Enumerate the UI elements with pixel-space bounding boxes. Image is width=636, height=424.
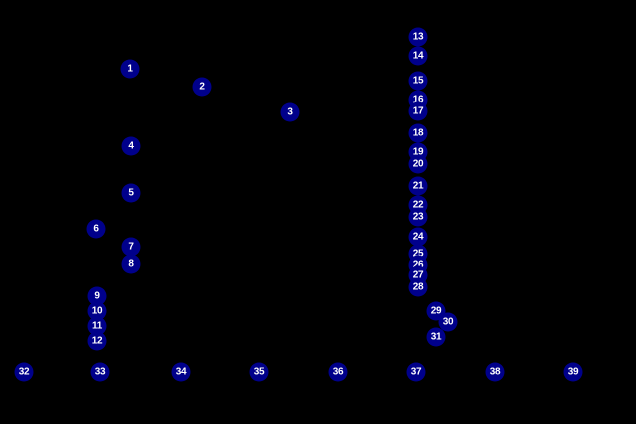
som-mark-37[interactable]: 37 bbox=[406, 362, 426, 382]
som-mark-35[interactable]: 35 bbox=[249, 362, 269, 382]
som-mark-13[interactable]: 13 bbox=[408, 27, 428, 47]
som-mark-32[interactable]: 32 bbox=[14, 362, 34, 382]
som-mark-18[interactable]: 18 bbox=[408, 123, 428, 143]
som-mark-30[interactable]: 30 bbox=[438, 312, 458, 332]
som-mark-31[interactable]: 31 bbox=[426, 327, 446, 347]
som-mark-7[interactable]: 7 bbox=[121, 237, 141, 257]
som-mark-17[interactable]: 17 bbox=[408, 101, 428, 121]
som-mark-4[interactable]: 4 bbox=[121, 136, 141, 156]
som-mark-28[interactable]: 28 bbox=[408, 277, 428, 297]
som-mark-6[interactable]: 6 bbox=[86, 219, 106, 239]
som-mark-14[interactable]: 14 bbox=[408, 46, 428, 66]
som-mark-15[interactable]: 15 bbox=[408, 71, 428, 91]
som-mark-38[interactable]: 38 bbox=[485, 362, 505, 382]
som-mark-21[interactable]: 21 bbox=[408, 176, 428, 196]
som-mark-36[interactable]: 36 bbox=[328, 362, 348, 382]
som-mark-2[interactable]: 2 bbox=[192, 77, 212, 97]
som-mark-12[interactable]: 12 bbox=[87, 331, 107, 351]
som-mark-1[interactable]: 1 bbox=[120, 59, 140, 79]
som-mark-34[interactable]: 34 bbox=[171, 362, 191, 382]
som-mark-33[interactable]: 33 bbox=[90, 362, 110, 382]
som-mark-11[interactable]: 11 bbox=[87, 316, 107, 336]
som-mark-23[interactable]: 23 bbox=[408, 207, 428, 227]
som-mark-3[interactable]: 3 bbox=[280, 102, 300, 122]
som-mark-20[interactable]: 20 bbox=[408, 154, 428, 174]
som-mark-39[interactable]: 39 bbox=[563, 362, 583, 382]
som-mark-8[interactable]: 8 bbox=[121, 254, 141, 274]
som-mark-5[interactable]: 5 bbox=[121, 183, 141, 203]
som-mark-9[interactable]: 9 bbox=[87, 286, 107, 306]
som-mark-10[interactable]: 10 bbox=[87, 301, 107, 321]
som-mark-24[interactable]: 24 bbox=[408, 227, 428, 247]
